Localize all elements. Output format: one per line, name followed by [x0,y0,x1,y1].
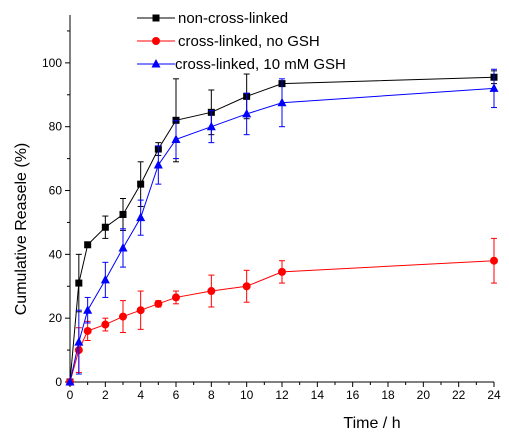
data-point [172,293,180,302]
x-tick-label: 22 [452,388,466,402]
data-point [65,377,75,386]
y-tick-label: 60 [49,184,63,198]
y-tick-label: 0 [55,375,62,389]
data-point [101,223,109,231]
x-tick-label: 12 [275,388,289,402]
data-point [119,312,127,321]
series-line [69,76,495,383]
data-point [277,97,287,107]
data-point [206,121,216,131]
data-point [242,108,252,118]
data-point [83,326,92,335]
data-point [118,242,128,252]
x-tick-label: 18 [381,388,395,402]
x-tick-label: 0 [67,388,74,402]
data-point [137,180,145,188]
data-point [153,159,163,169]
data-point [84,241,92,249]
data-point [490,256,498,265]
data-point [242,282,251,291]
data-point [74,337,84,346]
series-line [69,87,495,383]
data-point [207,287,216,296]
data-point [278,267,286,276]
x-tick-label: 2 [102,388,109,402]
x-tick-label: 16 [346,388,360,402]
x-tick-label: 8 [208,388,215,402]
series-2 [65,68,499,386]
legend-marker [152,37,160,45]
data-point [136,306,145,315]
data-point [100,274,110,284]
legend-marker [152,14,160,22]
plot-area [65,68,499,386]
y-axis-title: Cumulative Reasele (%) [13,143,30,316]
data-point [489,83,499,92]
x-axis-title: Time / h [343,415,400,432]
series-1 [66,237,498,386]
y-tick-label: 80 [49,120,63,134]
data-point [75,279,83,287]
y-tick-label: 100 [42,56,62,70]
data-point [119,210,127,218]
legend-label: cross-linked, 10 mM GSH [175,56,346,73]
y-tick-label: 40 [49,247,63,261]
x-tick-label: 6 [173,388,180,402]
legend-label: non-cross-linked [178,10,288,27]
data-point [83,305,93,314]
x-tick-label: 20 [417,388,431,402]
x-tick-label: 14 [311,388,325,402]
data-point [171,134,181,143]
y-tick-label: 20 [49,311,63,325]
data-point [101,320,110,329]
x-tick-label: 24 [487,388,501,402]
legend-marker [151,59,161,68]
data-point [136,212,146,222]
legend-label: cross-linked, no GSH [178,33,320,50]
x-tick-label: 4 [137,388,144,402]
x-tick-label: 10 [240,388,254,402]
data-point [154,299,163,308]
legend: non-cross-linked cross-linked, no GSH cros… [137,10,346,73]
